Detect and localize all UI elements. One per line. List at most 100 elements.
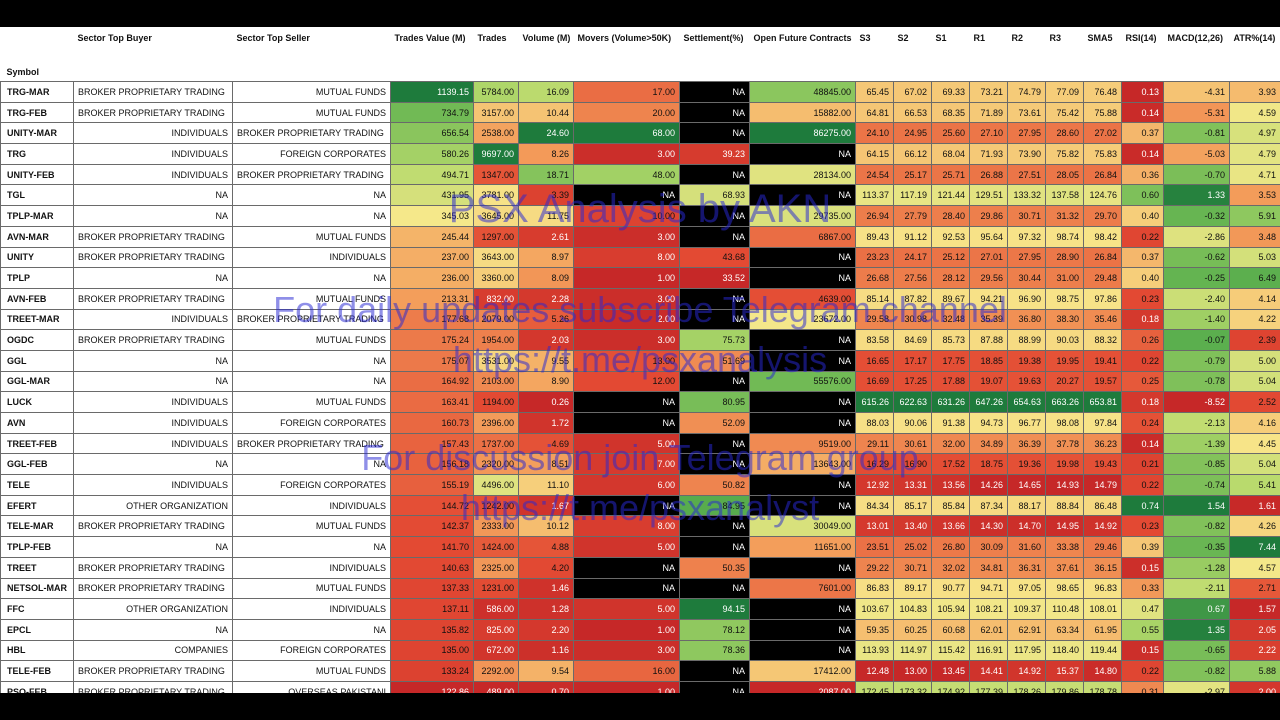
trades-value-cell: 177.68	[390, 308, 474, 331]
s2-cell: 622.63	[893, 391, 932, 413]
sma5-cell: 88.32	[1083, 329, 1122, 351]
r3-cell: 88.84	[1045, 494, 1084, 517]
atr-cell: 5.41	[1229, 474, 1280, 496]
trades-value-cell: 175.07	[390, 349, 474, 372]
trades-cell: 1194.00	[473, 391, 519, 413]
r2-cell: 19.36	[1007, 453, 1046, 476]
s1-cell: 28.40	[931, 205, 970, 227]
rsi-cell: 0.26	[1121, 329, 1164, 351]
r1-cell: 87.88	[969, 329, 1008, 351]
volume-cell: 8.26	[518, 143, 574, 165]
top-buyer-cell: BROKER PROPRIETARY TRADING	[73, 515, 233, 538]
r2-cell: 19.63	[1007, 370, 1046, 393]
r3-cell: 28.90	[1045, 246, 1084, 269]
atr-cell: 1.61	[1229, 494, 1280, 517]
settlement-cell: 52.09	[679, 412, 750, 434]
sma5-cell: 29.70	[1083, 205, 1122, 227]
top-seller-cell: INDIVIDUALS	[232, 598, 391, 620]
sma5-cell: 97.84	[1083, 412, 1122, 434]
table-row: TELE-FEB BROKER PROPRIETARY TRADING MUTUAL…	[0, 660, 1280, 682]
table-row: TPLP-MAR NA NA 345.03 3645.00 11.75 10.00 NA 297…	[0, 205, 1280, 227]
s3-cell: 103.67	[855, 598, 894, 620]
movers-cell: 8.00	[573, 515, 680, 538]
r2-cell: 27.51	[1007, 163, 1046, 186]
macd-cell: -0.65	[1163, 639, 1230, 662]
macd-cell: -2.13	[1163, 412, 1230, 434]
r1-cell: 14.30	[969, 515, 1008, 538]
volume-cell: 1.72	[518, 412, 574, 434]
r2-cell: 96.77	[1007, 412, 1046, 434]
top-seller-cell: NA	[232, 205, 391, 227]
table-row: TRG INDIVIDUALS FOREIGN CORPORATES 580.26 96…	[0, 143, 1280, 165]
macd-cell: -2.40	[1163, 287, 1230, 310]
table-row: EFERT OTHER ORGANIZATION INDIVIDUALS 144.72…	[0, 494, 1280, 517]
atr-cell: 3.93	[1229, 81, 1280, 103]
settlement-cell: 68.93	[679, 184, 750, 207]
trades-value-cell: 142.37	[390, 515, 474, 538]
s3-cell: 88.03	[855, 412, 894, 434]
r3-cell: 37.78	[1045, 432, 1084, 455]
volume-cell: 1.28	[518, 598, 574, 620]
trades-value-cell: 237.00	[390, 246, 474, 269]
macd-cell: -1.39	[1163, 432, 1230, 455]
s2-cell: 30.61	[893, 432, 932, 455]
settlement-cell: 50.82	[679, 474, 750, 496]
s2-cell: 13.31	[893, 474, 932, 496]
symbol-cell: TREET	[0, 556, 74, 579]
r1-cell: 29.86	[969, 205, 1008, 227]
table-row: OGDC BROKER PROPRIETARY TRADING MUTUAL FUN…	[0, 329, 1280, 351]
movers-cell: 17.00	[573, 81, 680, 103]
rsi-cell: 0.18	[1121, 391, 1164, 413]
column-header-macd: MACD(12,26)	[1163, 27, 1230, 82]
table-row: TPLP NA NA 236.00 3360.00 8.09 1.00 33.52 NA 26.6…	[0, 267, 1280, 289]
column-header-trades-value: Trades Value (M)	[390, 27, 474, 82]
volume-cell: 4.20	[518, 556, 574, 579]
sma5-cell: 29.46	[1083, 536, 1122, 558]
open-future-contracts-cell: 2087.00	[749, 680, 856, 693]
top-buyer-cell: INDIVIDUALS	[73, 432, 233, 455]
r1-cell: 26.88	[969, 163, 1008, 186]
macd-cell: -0.82	[1163, 515, 1230, 538]
atr-cell: 5.03	[1229, 246, 1280, 269]
trades-cell: 2325.00	[473, 556, 519, 579]
r2-cell: 117.95	[1007, 639, 1046, 662]
open-future-contracts-cell: NA	[749, 556, 856, 579]
atr-cell: 5.00	[1229, 349, 1280, 372]
s3-cell: 16.65	[855, 349, 894, 372]
s3-cell: 23.23	[855, 246, 894, 269]
r2-cell: 178.26	[1007, 680, 1046, 693]
top-seller-cell: MUTUAL FUNDS	[232, 515, 391, 538]
trades-cell: 1737.00	[473, 432, 519, 455]
s1-cell: 105.94	[931, 598, 970, 620]
top-seller-cell: MUTUAL FUNDS	[232, 225, 391, 248]
trades-value-cell: 137.11	[390, 598, 474, 620]
atr-cell: 4.16	[1229, 412, 1280, 434]
r2-cell: 30.44	[1007, 267, 1046, 289]
trades-cell: 2103.00	[473, 370, 519, 393]
rsi-cell: 0.15	[1121, 639, 1164, 662]
r3-cell: 98.08	[1045, 412, 1084, 434]
macd-cell: -1.28	[1163, 556, 1230, 579]
open-future-contracts-cell: 48845.00	[749, 81, 856, 103]
table-row: TELE-MAR BROKER PROPRIETARY TRADING MUTUAL…	[0, 515, 1280, 538]
top-buyer-cell: INDIVIDUALS	[73, 412, 233, 434]
top-seller-cell: INDIVIDUALS	[232, 556, 391, 579]
rsi-cell: 0.22	[1121, 660, 1164, 682]
open-future-contracts-cell: 7601.00	[749, 577, 856, 600]
s1-cell: 26.80	[931, 536, 970, 558]
settlement-cell: NA	[679, 536, 750, 558]
column-header-atr: ATR%(14)	[1229, 27, 1280, 82]
r1-cell: 94.71	[969, 577, 1008, 600]
rsi-cell: 0.37	[1121, 122, 1164, 145]
s1-cell: 32.48	[931, 308, 970, 331]
symbol-cell: TREET-FEB	[0, 432, 74, 455]
r3-cell: 15.37	[1045, 660, 1084, 682]
top-buyer-cell: BROKER PROPRIETARY TRADING	[73, 81, 233, 103]
r1-cell: 108.21	[969, 598, 1008, 620]
r2-cell: 74.79	[1007, 81, 1046, 103]
r1-cell: 177.39	[969, 680, 1008, 693]
macd-cell: 1.35	[1163, 618, 1230, 641]
open-future-contracts-cell: 28134.00	[749, 163, 856, 186]
open-future-contracts-cell: 86275.00	[749, 122, 856, 145]
s2-cell: 30.98	[893, 308, 932, 331]
